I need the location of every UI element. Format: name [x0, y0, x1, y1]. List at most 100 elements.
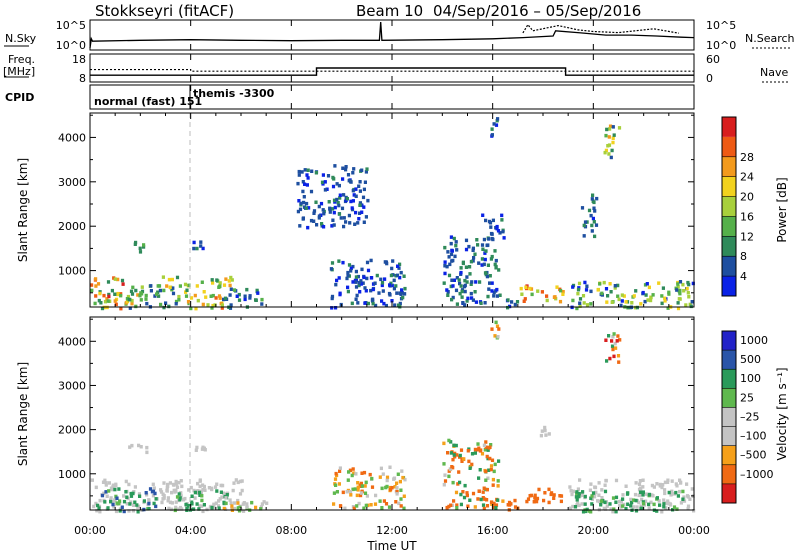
colorbar-tick-label: –500 — [740, 449, 767, 462]
heatmap-cell — [603, 150, 607, 155]
heatmap-cell — [496, 479, 500, 483]
nave-series — [90, 69, 694, 72]
heatmap-cell — [613, 286, 617, 290]
heatmap-cell — [469, 282, 473, 286]
heatmap-cell — [161, 275, 165, 279]
heatmap-cell — [218, 296, 222, 300]
heatmap-cell — [681, 282, 685, 287]
heatmap-cell — [217, 285, 221, 289]
heatmap-cell — [460, 295, 464, 299]
heatmap-cell — [348, 221, 352, 225]
heatmap-cell — [341, 260, 345, 265]
heatmap-cell — [110, 288, 114, 293]
heatmap-cell — [196, 298, 200, 303]
heatmap-cell — [232, 288, 237, 292]
heatmap-cell — [351, 188, 355, 193]
heatmap-cell — [688, 497, 692, 501]
heatmap-cell — [333, 164, 337, 168]
heatmap-cell — [454, 243, 458, 248]
heatmap-cell — [466, 504, 470, 508]
heatmap-cell — [476, 243, 480, 247]
heatmap-cell — [248, 296, 252, 300]
heatmap-cell — [358, 189, 362, 193]
heatmap-cell — [109, 499, 113, 504]
heatmap-cell — [90, 478, 94, 482]
heatmap-cell — [119, 293, 123, 298]
heatmap-cell — [442, 281, 446, 285]
heatmap-cell — [571, 489, 576, 494]
heatmap-cell — [676, 282, 680, 286]
heatmap-cell — [354, 297, 358, 301]
heatmap-cell — [496, 335, 500, 339]
heatmap-cell — [688, 302, 692, 307]
heatmap-cell — [495, 287, 499, 292]
heatmap-cell — [202, 290, 206, 294]
heatmap-cell — [489, 467, 493, 472]
heatmap-cell — [119, 306, 123, 311]
heatmap-cell — [131, 503, 136, 507]
velocity-colorbar: 1000 500 100 25 –25 –100 –500 –1000 — [721, 330, 774, 504]
heatmap-cell — [330, 306, 334, 310]
heatmap-cell — [476, 442, 480, 446]
heatmap-cell — [614, 346, 618, 350]
heatmap-cell — [299, 201, 303, 206]
heatmap-cell — [682, 495, 686, 499]
heatmap-cell — [466, 449, 470, 453]
heatmap-cell — [479, 497, 483, 502]
heatmap-cell — [467, 244, 471, 249]
heatmap-cell — [576, 487, 580, 491]
heatmap-cell — [679, 501, 683, 505]
heatmap-cell — [193, 490, 197, 495]
heatmap-cell — [174, 482, 178, 486]
heatmap-cell — [302, 195, 306, 199]
heatmap-cell — [127, 297, 131, 302]
heatmap-cell — [248, 294, 252, 298]
heatmap-cell — [348, 489, 353, 494]
heatmap-cell — [545, 294, 549, 298]
heatmap-cell — [465, 491, 469, 495]
heatmap-cell — [113, 277, 117, 281]
heatmap-cell — [259, 505, 263, 509]
heatmap-cell — [459, 266, 463, 270]
heatmap-cell — [309, 189, 314, 194]
colorbar-tick-label: 8 — [740, 250, 747, 263]
heatmap-cell — [189, 306, 193, 311]
heatmap-cell — [617, 297, 621, 302]
heatmap-cell — [220, 303, 224, 307]
heatmap-cell — [543, 425, 547, 430]
heatmap-cell — [662, 502, 666, 506]
heatmap-cell — [106, 506, 110, 510]
heatmap-cell — [103, 478, 107, 483]
heatmap-cell — [597, 481, 601, 485]
heatmap-cell — [375, 273, 379, 278]
heatmap-cell — [130, 292, 135, 296]
heatmap-cell — [157, 294, 161, 298]
heatmap-cell — [575, 503, 579, 507]
heatmap-cell — [364, 289, 368, 293]
heatmap-cell — [547, 500, 551, 505]
heatmap-cell — [585, 507, 589, 512]
heatmap-cell — [380, 299, 384, 303]
heatmap-cell — [359, 493, 363, 498]
heatmap-cell — [577, 281, 582, 286]
heatmap-cell — [581, 510, 586, 514]
heatmap-cell — [571, 504, 575, 509]
heatmap-cell — [230, 504, 234, 508]
heatmap-cell — [355, 504, 359, 508]
heatmap-cell — [200, 504, 204, 508]
heatmap-cell — [198, 479, 202, 483]
power-panel: 1000 2000 3000 4000 Slant Range [km] 4 8 12 16… — [16, 112, 789, 311]
heatmap-cell — [678, 280, 683, 284]
heatmap-cell — [350, 473, 354, 478]
colorbar-segment — [722, 483, 736, 503]
heatmap-cell — [158, 288, 162, 293]
heatmap-cell — [342, 216, 346, 220]
heatmap-cell — [347, 470, 351, 474]
heatmap-cell — [492, 505, 496, 510]
heatmap-cell — [363, 180, 367, 184]
heatmap-cell — [323, 180, 327, 184]
heatmap-cell — [94, 294, 98, 298]
heatmap-cell — [127, 509, 131, 513]
x-tick-label: 12:00 — [376, 524, 408, 537]
heatmap-cell — [192, 240, 196, 245]
